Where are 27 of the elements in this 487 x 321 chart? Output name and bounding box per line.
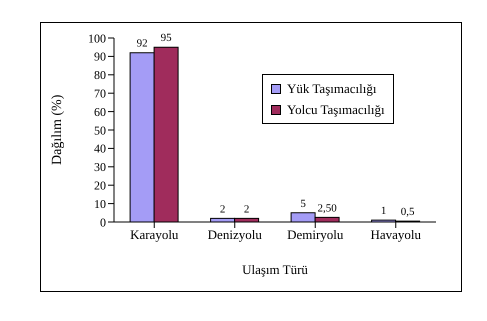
x-axis-title: Ulaşım Türü <box>242 262 308 277</box>
x-tick-label: Karayolu <box>130 227 179 242</box>
y-tick-label: 70 <box>94 86 106 100</box>
y-tick-label: 90 <box>94 50 106 64</box>
y-tick-label: 0 <box>100 215 106 230</box>
y-tick-label: 10 <box>94 196 106 211</box>
data-label: 2 <box>220 203 226 216</box>
x-tick-label: Denizyolu <box>208 227 262 242</box>
x-tick-label: Havayolu <box>370 227 422 242</box>
y-tick-label: 20 <box>94 178 106 192</box>
legend-label: Yolcu Taşımacılığı <box>287 101 385 119</box>
y-tick-label: 30 <box>94 160 106 174</box>
y-tick-label: 50 <box>94 123 106 138</box>
y-tick-label: 100 <box>88 31 106 46</box>
data-label: 92 <box>136 38 148 50</box>
data-label: 1 <box>380 205 386 218</box>
y-axis-title: Dağılım (%) <box>50 94 65 165</box>
legend-label: Yük Taşımacılığı <box>287 80 376 98</box>
data-label: 2 <box>244 203 250 216</box>
data-label: 95 <box>160 32 172 44</box>
x-tick-label: Demiryolu <box>287 227 344 242</box>
data-label: 2,50 <box>317 202 338 214</box>
data-label: 0,5 <box>400 206 415 218</box>
data-label: 5 <box>300 198 306 210</box>
y-tick-label: 80 <box>94 68 106 82</box>
y-tick-label: 60 <box>94 104 106 119</box>
y-tick-label: 40 <box>94 142 106 156</box>
